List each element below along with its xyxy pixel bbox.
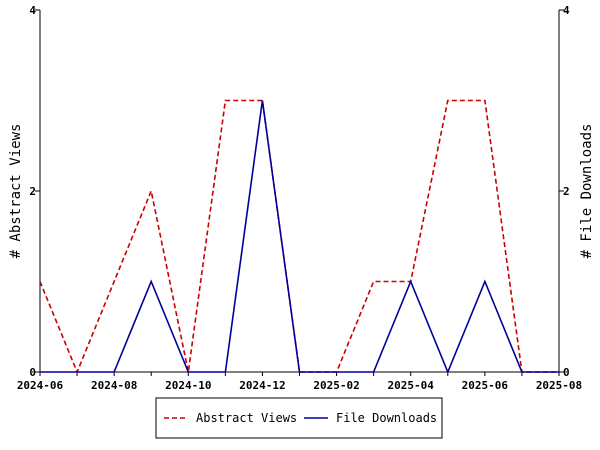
y-tick-label-left: 4 [29, 4, 36, 17]
y-tick-label-right: 2 [563, 185, 570, 198]
series-line-file-downloads [40, 100, 559, 375]
y-axis-left-title: # Abstract Views [8, 124, 24, 259]
legend-label-file-downloads: File Downloads [336, 411, 437, 425]
y-tick-label-right: 4 [563, 4, 570, 17]
y-tick-label-left: 2 [29, 185, 36, 198]
x-tick-label: 2024-06 [17, 379, 64, 392]
x-tick-label: 2025-04 [388, 379, 435, 392]
x-tick-label: 2024-10 [165, 379, 211, 392]
legend: Abstract Views File Downloads [155, 397, 443, 439]
x-tick-label: 2025-08 [536, 379, 582, 392]
series-layer [39, 99, 559, 375]
x-tick-label: 2025-06 [462, 379, 509, 392]
legend-box [155, 397, 443, 439]
y-tick-label-left: 0 [29, 366, 36, 379]
legend-label-abstract-views: Abstract Views [196, 411, 297, 425]
y-tick-label-right: 0 [563, 366, 570, 379]
x-tick-label: 2024-12 [239, 379, 285, 392]
y-axis-right-title: # File Downloads [579, 124, 595, 259]
axes: 0 2 4 0 2 4 2024-06 2024-08 2024-10 2024-12 2025-0… [17, 4, 582, 392]
x-tick-label: 2025-02 [313, 379, 359, 392]
series-line-abstract-views [39, 99, 559, 375]
x-tick-label: 2024-08 [91, 379, 137, 392]
